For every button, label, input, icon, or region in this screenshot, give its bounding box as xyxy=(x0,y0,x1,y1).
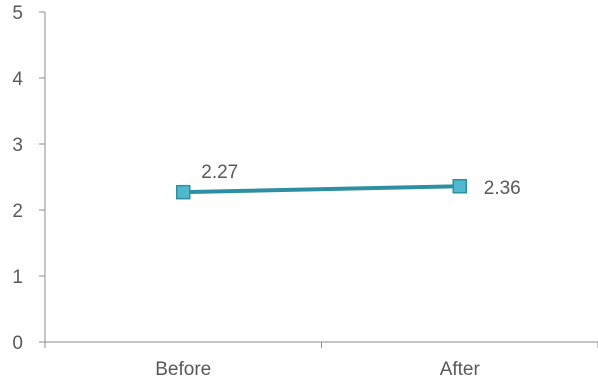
y-tick-label: 3 xyxy=(12,135,23,156)
plot-area: 0 1 2 3 4 5 Before After 2.27 2.36 xyxy=(12,3,598,380)
series-group: 2.27 2.36 xyxy=(176,162,521,200)
data-point-marker xyxy=(452,178,467,194)
y-tick-label: 4 xyxy=(12,69,23,90)
y-axis-ticks: 0 1 2 3 4 5 xyxy=(12,3,45,354)
y-tick-label: 1 xyxy=(12,267,23,288)
y-tick-label: 2 xyxy=(12,201,23,222)
data-label: 2.27 xyxy=(201,162,238,183)
series-line xyxy=(181,184,462,195)
x-axis-ticks: Before After xyxy=(44,342,598,380)
x-tick-label: Before xyxy=(155,359,211,380)
y-tick-label: 5 xyxy=(12,3,23,24)
data-point-marker xyxy=(176,184,191,200)
data-label: 2.36 xyxy=(484,178,521,199)
x-tick-label: After xyxy=(440,359,481,380)
y-tick-label: 0 xyxy=(12,333,23,354)
